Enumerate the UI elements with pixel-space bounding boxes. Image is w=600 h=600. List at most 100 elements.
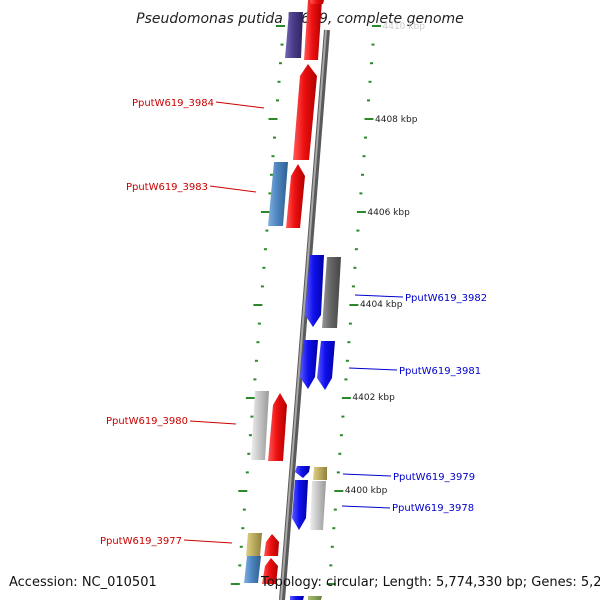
gene-feature-blue-bottom[interactable] bbox=[290, 596, 304, 600]
gene-label[interactable]: PputW619_3981 bbox=[399, 366, 481, 377]
tick-mark bbox=[241, 527, 245, 530]
tick-mark bbox=[356, 211, 366, 213]
tick-mark bbox=[347, 341, 351, 344]
tick-mark bbox=[333, 508, 337, 511]
gene-label-leader bbox=[348, 367, 398, 371]
tick-mark bbox=[345, 359, 349, 362]
tick-mark bbox=[339, 434, 343, 437]
tick-mark bbox=[263, 248, 267, 251]
tick-mark bbox=[361, 173, 364, 176]
gene-label-leader bbox=[341, 505, 391, 509]
tick-mark bbox=[356, 229, 360, 232]
minus-strand-genes bbox=[290, 255, 341, 600]
gene-feature-red-small[interactable] bbox=[262, 558, 278, 584]
tick-mark bbox=[367, 99, 370, 102]
tick-mark bbox=[334, 490, 344, 492]
tick-mark bbox=[250, 415, 254, 418]
gene-pputw619-3978[interactable] bbox=[292, 480, 308, 530]
tick-mark bbox=[362, 155, 366, 158]
tick-mark bbox=[370, 62, 373, 65]
gene-feature-steel-2[interactable] bbox=[244, 556, 261, 583]
tick-mark bbox=[280, 43, 284, 46]
tick-mark bbox=[256, 341, 260, 344]
tick-mark bbox=[245, 471, 249, 474]
gene-pputw619-3981[interactable] bbox=[300, 340, 318, 389]
tick-mark bbox=[245, 397, 255, 399]
gene-pputw619-3984[interactable] bbox=[293, 64, 317, 160]
tick-mark bbox=[242, 508, 246, 511]
gene-feature-dark-grey[interactable] bbox=[322, 257, 341, 328]
tick-mark bbox=[341, 415, 345, 418]
gene-feature-khaki-2[interactable] bbox=[313, 467, 327, 480]
gene-feature-red[interactable] bbox=[304, 0, 322, 60]
gene-pputw619-3979[interactable] bbox=[295, 466, 310, 478]
tick-mark bbox=[279, 62, 282, 65]
gene-label-leader bbox=[183, 539, 233, 544]
tick-mark bbox=[238, 564, 242, 567]
gene-feature-purple[interactable] bbox=[285, 12, 303, 58]
gene-label[interactable]: PputW619_3983 bbox=[126, 182, 208, 193]
gene-label-leader bbox=[342, 473, 392, 477]
tick-label: 4406 kbp bbox=[367, 208, 410, 218]
position-ticks: 4410 kbp 4408 kbp 4406 kbp 4404 kbp 4402 kbp… bbox=[230, 22, 426, 585]
tick-mark bbox=[364, 118, 374, 120]
tick-mark bbox=[254, 359, 258, 362]
tick-mark bbox=[351, 285, 355, 288]
tick-mark bbox=[265, 229, 269, 232]
tick-mark bbox=[330, 545, 334, 548]
tick-mark bbox=[349, 304, 359, 306]
tick-mark bbox=[239, 545, 243, 548]
tick-label: 4410 kbp bbox=[383, 22, 426, 32]
tick-mark bbox=[354, 248, 358, 251]
plus-strand-genes bbox=[244, 0, 324, 584]
gene-label[interactable]: PputW619_3984 bbox=[132, 98, 214, 109]
tick-mark bbox=[368, 80, 372, 83]
tick-mark bbox=[262, 266, 266, 269]
tick-mark bbox=[348, 322, 352, 325]
gene-feature-blue-2[interactable] bbox=[317, 341, 335, 390]
genome-summary-text: Topology: circular; Length: 5,774,330 bp… bbox=[260, 575, 600, 590]
tick-mark bbox=[238, 490, 248, 492]
gene-feature-grey[interactable] bbox=[251, 391, 269, 460]
gene-label[interactable]: PputW619_3982 bbox=[405, 293, 487, 304]
gene-feature-steel[interactable] bbox=[268, 162, 288, 226]
accession-text: Accession: NC_010501 bbox=[9, 575, 157, 590]
gene-label[interactable]: PputW619_3977 bbox=[100, 536, 182, 547]
tick-mark bbox=[326, 583, 336, 585]
tick-label: 4408 kbp bbox=[375, 115, 418, 125]
tick-mark bbox=[276, 25, 285, 27]
gene-pputw619-3983[interactable] bbox=[286, 164, 305, 228]
tick-mark bbox=[230, 583, 240, 585]
gene-label[interactable]: PputW619_3979 bbox=[393, 472, 475, 483]
tick-mark bbox=[260, 211, 270, 213]
gene-pputw619-3980[interactable] bbox=[268, 393, 287, 461]
tick-mark bbox=[268, 118, 278, 120]
tick-label: 4404 kbp bbox=[360, 300, 403, 310]
tick-mark bbox=[260, 285, 264, 288]
gene-label[interactable]: PputW619_3980 bbox=[106, 416, 188, 427]
tick-mark bbox=[248, 434, 252, 437]
gene-label-leader bbox=[209, 185, 257, 193]
gene-feature-olive-bottom[interactable] bbox=[308, 596, 322, 600]
tick-mark bbox=[270, 173, 273, 176]
genome-backbone-highlight bbox=[280, 29, 327, 600]
tick-mark bbox=[268, 192, 272, 195]
gene-feature-khaki-1[interactable] bbox=[246, 533, 262, 556]
tick-mark bbox=[253, 378, 257, 381]
tick-mark bbox=[364, 136, 367, 139]
tick-mark bbox=[329, 564, 333, 567]
tick-mark bbox=[271, 155, 275, 158]
tick-mark bbox=[277, 80, 281, 83]
gene-label[interactable]: PputW619_3978 bbox=[392, 503, 474, 514]
gene-feature-grey-2[interactable] bbox=[310, 481, 326, 530]
gene-pputw619-3982[interactable] bbox=[305, 255, 324, 327]
tick-mark bbox=[338, 452, 342, 455]
gene-feature-red-top[interactable] bbox=[310, 0, 324, 4]
tick-mark bbox=[273, 136, 276, 139]
tick-label: 4402 kbp bbox=[352, 393, 395, 403]
gene-pputw619-3977[interactable] bbox=[264, 534, 279, 556]
tick-mark bbox=[336, 471, 340, 474]
gene-label-leader bbox=[215, 101, 265, 109]
